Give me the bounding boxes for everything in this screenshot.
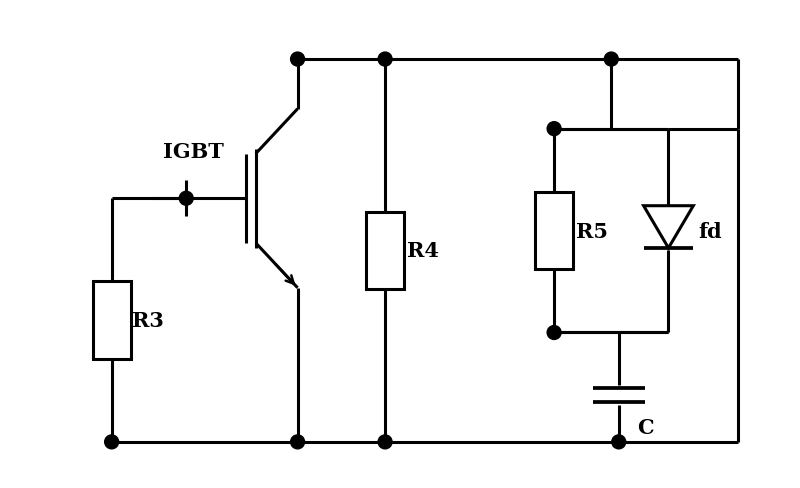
Circle shape xyxy=(378,53,392,67)
Circle shape xyxy=(290,53,305,67)
Circle shape xyxy=(547,122,561,136)
Text: R4: R4 xyxy=(407,241,439,261)
Text: R3: R3 xyxy=(131,310,163,330)
Circle shape xyxy=(604,53,618,67)
Circle shape xyxy=(105,435,118,449)
Circle shape xyxy=(290,435,305,449)
Bar xyxy=(535,192,573,270)
Bar xyxy=(93,282,130,359)
Text: R5: R5 xyxy=(576,221,608,241)
Text: fd: fd xyxy=(698,221,722,241)
Text: C: C xyxy=(637,417,654,437)
Circle shape xyxy=(179,192,193,206)
Polygon shape xyxy=(644,206,694,248)
Circle shape xyxy=(547,326,561,340)
Bar xyxy=(366,212,404,290)
Text: IGBT: IGBT xyxy=(163,141,224,161)
Circle shape xyxy=(378,435,392,449)
Circle shape xyxy=(612,435,626,449)
